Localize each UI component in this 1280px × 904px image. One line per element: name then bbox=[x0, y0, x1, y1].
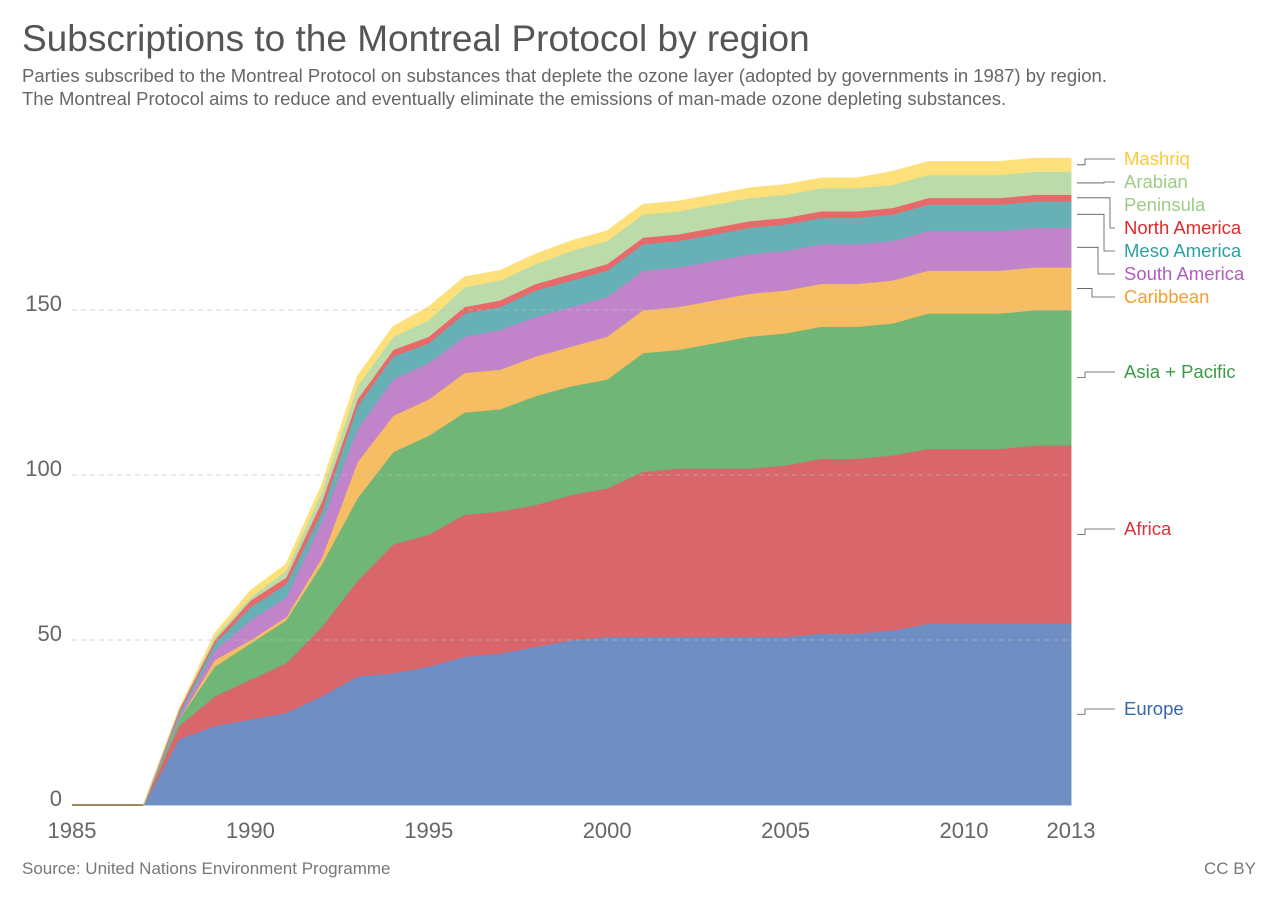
leader-line bbox=[1077, 528, 1115, 535]
leader-line bbox=[1077, 158, 1115, 166]
leader-line bbox=[1077, 371, 1115, 379]
y-axis: 0 50 100 150 bbox=[25, 291, 62, 811]
label-asia-pacific: Asia + Pacific bbox=[1124, 361, 1236, 382]
y-tick-label: 150 bbox=[25, 291, 62, 316]
leader-line bbox=[1077, 197, 1115, 229]
license-note: CC BY bbox=[1204, 859, 1256, 878]
x-tick-label: 1985 bbox=[48, 818, 97, 843]
label-africa: Africa bbox=[1124, 518, 1172, 539]
x-tick-label: 2000 bbox=[583, 818, 632, 843]
label-south-america: South America bbox=[1124, 263, 1245, 284]
x-axis: 1985 1990 1995 2000 2005 2010 2013 bbox=[48, 818, 1096, 843]
x-tick-label: 1990 bbox=[226, 818, 275, 843]
x-tick-label: 2005 bbox=[761, 818, 810, 843]
chart-subtitle: Parties subscribed to the Montreal Proto… bbox=[22, 65, 1107, 109]
leader-line bbox=[1077, 246, 1115, 275]
label-arabian-peninsula: Peninsula bbox=[1124, 194, 1206, 215]
label-europe: Europe bbox=[1124, 698, 1184, 719]
label-caribbean: Caribbean bbox=[1124, 286, 1209, 307]
grid-layer bbox=[72, 309, 1071, 641]
series-labels: Europe Africa Asia + Pacific CaribbeanSouth… bbox=[1077, 148, 1245, 719]
y-tick-label: 100 bbox=[25, 456, 62, 481]
leader-line bbox=[1077, 288, 1115, 298]
label-mashriq: Mashriq bbox=[1124, 148, 1190, 169]
leader-line bbox=[1077, 213, 1115, 252]
label-meso-america: Meso America bbox=[1124, 240, 1242, 261]
area-mashriq bbox=[72, 157, 1072, 806]
label-arabian-peninsula: Arabian bbox=[1124, 171, 1188, 192]
y-tick-label: 50 bbox=[38, 621, 62, 646]
leader-line bbox=[1077, 708, 1115, 715]
source-note: Source: United Nations Environment Progr… bbox=[22, 859, 391, 878]
label-north-america: North America bbox=[1124, 217, 1242, 238]
x-tick-label: 1995 bbox=[404, 818, 453, 843]
chart-title: Subscriptions to the Montreal Protocol b… bbox=[22, 18, 810, 59]
area-layer bbox=[72, 157, 1072, 806]
x-tick-label: 2013 bbox=[1047, 818, 1096, 843]
y-tick-label: 0 bbox=[50, 786, 62, 811]
x-tick-label: 2010 bbox=[939, 818, 988, 843]
leader-line bbox=[1077, 181, 1115, 184]
